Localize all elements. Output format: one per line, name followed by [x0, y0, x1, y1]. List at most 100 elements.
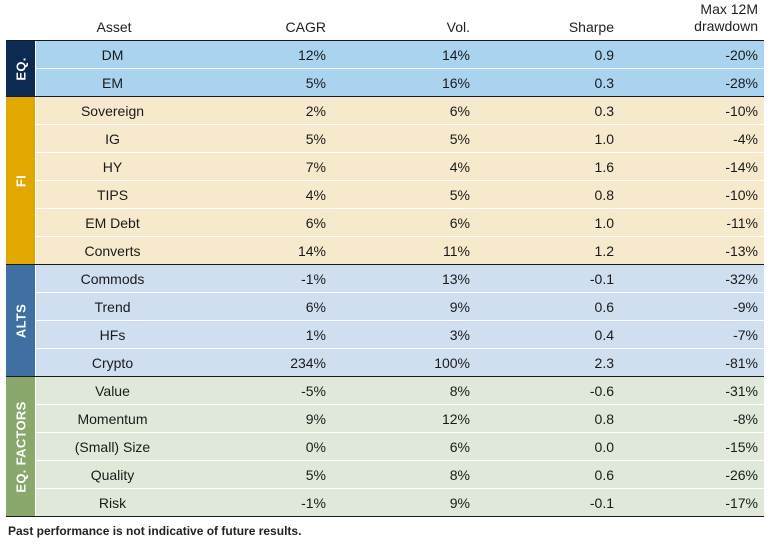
table-row: Value -5% 8% -0.6 -31% — [36, 377, 764, 404]
cell-cagr: 234% — [290, 354, 326, 371]
cell-asset: Trend — [94, 298, 131, 315]
cell-max-drawdown: -14% — [725, 158, 758, 175]
cell-sharpe: 0.8 — [594, 186, 614, 203]
cell-asset: DM — [101, 46, 124, 63]
cell-asset: HY — [102, 158, 123, 175]
header-vol: Vol. — [446, 19, 470, 35]
header-max-drawdown: Max 12M drawdown — [618, 1, 758, 35]
footnote: Past performance is not indicative of fu… — [8, 524, 302, 538]
group-rows: DM 12% 14% 0.9 -20% EM 5% 16% 0.3 -28% — [36, 41, 764, 96]
cell-cagr: 7% — [305, 158, 326, 175]
cell-cagr: -5% — [301, 382, 326, 399]
cell-vol: 12% — [441, 410, 470, 427]
table-row: EM Debt 6% 6% 1.0 -11% — [36, 208, 764, 236]
cell-vol: 100% — [434, 354, 470, 371]
cell-max-drawdown: -31% — [725, 382, 758, 399]
cell-max-drawdown: -20% — [725, 46, 758, 63]
cell-cagr: -1% — [301, 270, 326, 287]
group-label-alternatives: ALTS — [6, 265, 36, 376]
cell-max-drawdown: -7% — [733, 326, 758, 343]
cell-asset: Crypto — [91, 354, 134, 371]
cell-sharpe: 0.0 — [594, 438, 614, 455]
cell-asset: TIPS — [96, 186, 129, 203]
cell-sharpe: -0.1 — [589, 270, 614, 287]
cell-cagr: 0% — [305, 438, 326, 455]
group-equities: EQ. DM 12% 14% 0.9 -20% EM 5% 16% 0.3 -2… — [6, 41, 764, 96]
cell-asset: EM Debt — [85, 214, 140, 231]
table-row: HFs 1% 3% 0.4 -7% — [36, 320, 764, 348]
group-label-text: EQ. FACTORS — [13, 400, 28, 493]
cell-sharpe: -0.6 — [589, 382, 614, 399]
cell-max-drawdown: -11% — [726, 214, 758, 231]
cell-cagr: 14% — [297, 242, 326, 259]
header-max-drawdown-line1: Max 12M — [700, 1, 758, 17]
table-row: TIPS 4% 5% 0.8 -10% — [36, 180, 764, 208]
cell-vol: 3% — [449, 326, 470, 343]
cell-vol: 5% — [449, 186, 470, 203]
cell-sharpe: 1.0 — [594, 214, 614, 231]
header-cagr: CAGR — [285, 19, 326, 35]
cell-asset: Momentum — [77, 410, 148, 427]
cell-sharpe: 1.6 — [594, 158, 614, 175]
cell-sharpe: 0.3 — [594, 74, 614, 91]
cell-cagr: -1% — [301, 494, 326, 511]
table-row: EM 5% 16% 0.3 -28% — [36, 68, 764, 96]
group-fixed-income: FI Sovereign 2% 6% 0.3 -10% IG 5% 5% 1.0… — [6, 96, 764, 264]
cell-cagr: 5% — [305, 130, 326, 147]
cell-sharpe: 0.3 — [594, 102, 614, 119]
cell-cagr: 5% — [305, 466, 326, 483]
cell-cagr: 1% — [305, 326, 326, 343]
cell-vol: 5% — [449, 130, 470, 147]
table-row: Commods -1% 13% -0.1 -32% — [36, 265, 764, 292]
cell-vol: 14% — [441, 46, 470, 63]
cell-cagr: 9% — [305, 410, 326, 427]
cell-max-drawdown: -9% — [733, 298, 758, 315]
cell-max-drawdown: -8% — [733, 410, 758, 427]
table-row: Risk -1% 9% -0.1 -17% — [36, 488, 764, 516]
cell-max-drawdown: -81% — [725, 354, 758, 371]
cell-sharpe: 0.6 — [594, 466, 614, 483]
cell-asset: IG — [105, 130, 120, 147]
cell-sharpe: 1.0 — [594, 130, 614, 147]
group-label-fixed-income: FI — [6, 97, 36, 264]
table-row: Crypto 234% 100% 2.3 -81% — [36, 348, 764, 376]
cell-vol: 13% — [441, 270, 470, 287]
cell-max-drawdown: -4% — [733, 130, 758, 147]
cell-sharpe: 0.9 — [594, 46, 614, 63]
table-header: Asset CAGR Vol. Sharpe Max 12M drawdown — [0, 0, 770, 40]
cell-vol: 8% — [449, 466, 470, 483]
cell-cagr: 6% — [305, 298, 326, 315]
cell-vol: 8% — [449, 382, 470, 399]
cell-sharpe: 2.3 — [594, 354, 614, 371]
cell-max-drawdown: -17% — [725, 494, 758, 511]
table-body: EQ. DM 12% 14% 0.9 -20% EM 5% 16% 0.3 -2… — [6, 40, 764, 517]
cell-vol: 9% — [449, 298, 470, 315]
cell-asset: Converts — [84, 242, 141, 259]
cell-cagr: 4% — [305, 186, 326, 203]
cell-vol: 6% — [449, 214, 470, 231]
header-max-drawdown-line2: drawdown — [694, 18, 758, 34]
table-row: (Small) Size 0% 6% 0.0 -15% — [36, 432, 764, 460]
cell-cagr: 5% — [305, 74, 326, 91]
table-row: Trend 6% 9% 0.6 -9% — [36, 292, 764, 320]
cell-asset: HFs — [99, 326, 126, 343]
table-row: Quality 5% 8% 0.6 -26% — [36, 460, 764, 488]
group-equity-factors: EQ. FACTORS Value -5% 8% -0.6 -31% Momen… — [6, 376, 764, 516]
cell-cagr: 12% — [297, 46, 326, 63]
group-label-text: FI — [13, 174, 28, 187]
cell-sharpe: 0.8 — [594, 410, 614, 427]
group-alternatives: ALTS Commods -1% 13% -0.1 -32% Trend 6% … — [6, 264, 764, 376]
cell-max-drawdown: -32% — [725, 270, 758, 287]
group-rows: Sovereign 2% 6% 0.3 -10% IG 5% 5% 1.0 -4… — [36, 97, 764, 264]
cell-sharpe: -0.1 — [589, 494, 614, 511]
cell-vol: 6% — [449, 438, 470, 455]
table-row: HY 7% 4% 1.6 -14% — [36, 152, 764, 180]
cell-max-drawdown: -13% — [725, 242, 758, 259]
cell-cagr: 6% — [305, 214, 326, 231]
cell-asset: Sovereign — [80, 102, 145, 119]
cell-sharpe: 0.4 — [594, 326, 614, 343]
cell-max-drawdown: -15% — [725, 438, 758, 455]
cell-vol: 6% — [449, 102, 470, 119]
cell-asset: EM — [102, 74, 123, 91]
